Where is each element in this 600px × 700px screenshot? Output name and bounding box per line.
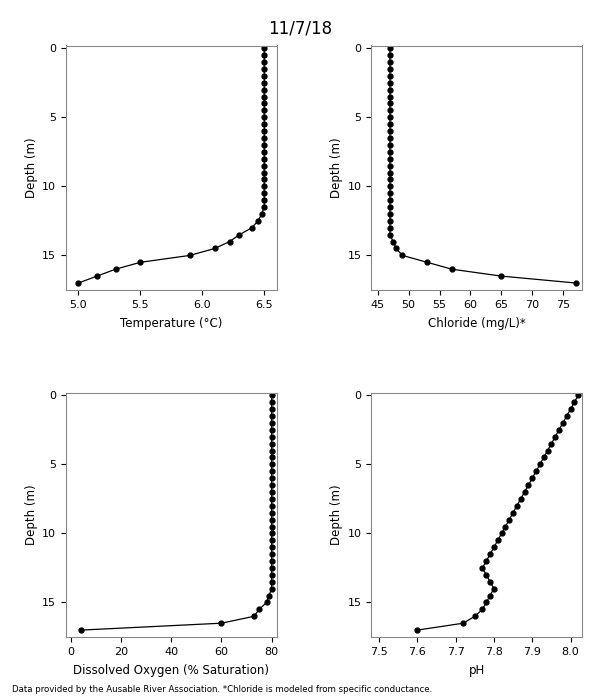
Y-axis label: Depth (m): Depth (m) bbox=[331, 137, 343, 198]
Y-axis label: Depth (m): Depth (m) bbox=[25, 137, 38, 198]
X-axis label: Dissolved Oxygen (% Saturation): Dissolved Oxygen (% Saturation) bbox=[73, 664, 269, 677]
Y-axis label: Depth (m): Depth (m) bbox=[25, 484, 38, 545]
Y-axis label: Depth (m): Depth (m) bbox=[331, 484, 343, 545]
Text: Data provided by the Ausable River Association. *Chloride is modeled from specif: Data provided by the Ausable River Assoc… bbox=[12, 685, 432, 694]
X-axis label: Temperature (°C): Temperature (°C) bbox=[120, 316, 223, 330]
X-axis label: pH: pH bbox=[469, 664, 485, 677]
Text: 11/7/18: 11/7/18 bbox=[268, 20, 332, 38]
X-axis label: Chloride (mg/L)*: Chloride (mg/L)* bbox=[428, 316, 526, 330]
